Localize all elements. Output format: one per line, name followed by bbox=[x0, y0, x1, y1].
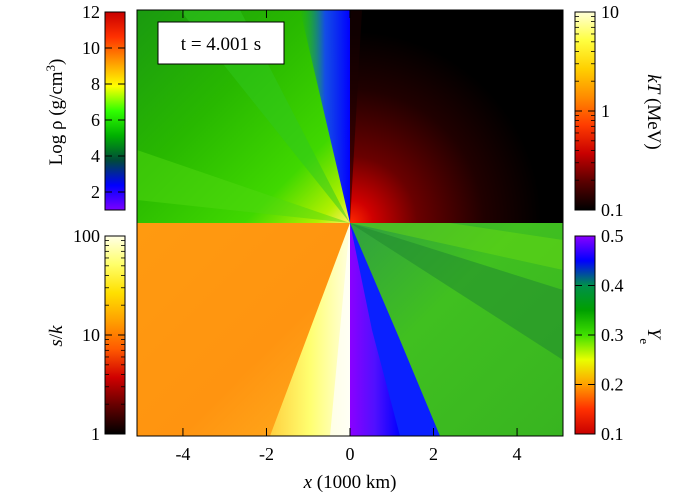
colorbar-tick-label: 100 bbox=[73, 226, 100, 246]
colorbar-entropy-label: s/k bbox=[46, 325, 67, 347]
colorbar-electron-fraction-label: Ye bbox=[638, 328, 665, 345]
x-tick-label: -4 bbox=[175, 444, 190, 464]
colorbar-temperature-label: kT (MeV) bbox=[643, 74, 664, 149]
colorbar-entropy: 1 10 100 s/k bbox=[46, 226, 126, 444]
x-axis-label: x (1000 km) bbox=[303, 472, 397, 493]
colorbar-density-ticks: 2 4 6 8 10 12 bbox=[82, 2, 125, 202]
time-label: t = 4.001 s bbox=[181, 34, 261, 55]
colorbar-tick-label: 0.2 bbox=[601, 375, 624, 395]
colorbar-tick-label: 0.1 bbox=[601, 424, 624, 444]
colorbar-tick-label: 2 bbox=[91, 182, 100, 202]
colorbar-tick-label: 0.1 bbox=[601, 200, 624, 220]
colorbar-electron-fraction-ticks: 0.1 0.2 0.3 0.4 0.5 bbox=[575, 226, 624, 444]
colorbar-tick-label: 10 bbox=[601, 2, 619, 22]
x-tick-label: 2 bbox=[429, 444, 438, 464]
x-axis: -4 -2 0 2 4 bbox=[175, 10, 522, 464]
colorbar-tick-label: 1 bbox=[601, 101, 610, 121]
colorbar-tick-label: 12 bbox=[82, 2, 100, 22]
colorbar-temperature-ticks: 0.1 1 10 bbox=[575, 2, 624, 220]
colorbar-tick-label: 1 bbox=[91, 424, 100, 444]
colorbar-tick-label: 8 bbox=[91, 74, 100, 94]
colorbar-tick-label: 0.4 bbox=[601, 276, 624, 296]
colorbar-tick-label: 10 bbox=[82, 325, 100, 345]
colorbar-tick-label: 4 bbox=[91, 146, 100, 166]
time-label-box: t = 4.001 s bbox=[157, 21, 285, 65]
colorbar-density-bar bbox=[104, 11, 126, 211]
x-tick-label: 0 bbox=[346, 444, 355, 464]
colorbar-temperature: 0.1 1 10 kT (MeV) bbox=[574, 2, 664, 220]
colorbar-tick-label: 6 bbox=[91, 110, 100, 130]
x-tick-label: 4 bbox=[513, 444, 522, 464]
quadrant-entropy bbox=[137, 223, 350, 436]
colorbar-density-label: Log ρ (g/cm3) bbox=[43, 59, 68, 166]
colorbar-density: 2 4 6 8 10 12 Log ρ (g/cm3) bbox=[43, 2, 126, 211]
quadrant-electron-fraction bbox=[350, 223, 563, 436]
quadrant-temperature bbox=[350, 10, 563, 223]
colorbar-electron-fraction: 0.1 0.2 0.3 0.4 0.5 Ye bbox=[574, 226, 665, 444]
colorbar-tick-label: 0.5 bbox=[601, 226, 624, 246]
plot-area bbox=[137, 10, 563, 436]
x-tick-label: -2 bbox=[259, 444, 274, 464]
colorbar-tick-label: 10 bbox=[82, 38, 100, 58]
colorbar-entropy-ticks: 1 10 100 bbox=[73, 226, 125, 444]
colorbar-tick-label: 0.3 bbox=[601, 325, 624, 345]
